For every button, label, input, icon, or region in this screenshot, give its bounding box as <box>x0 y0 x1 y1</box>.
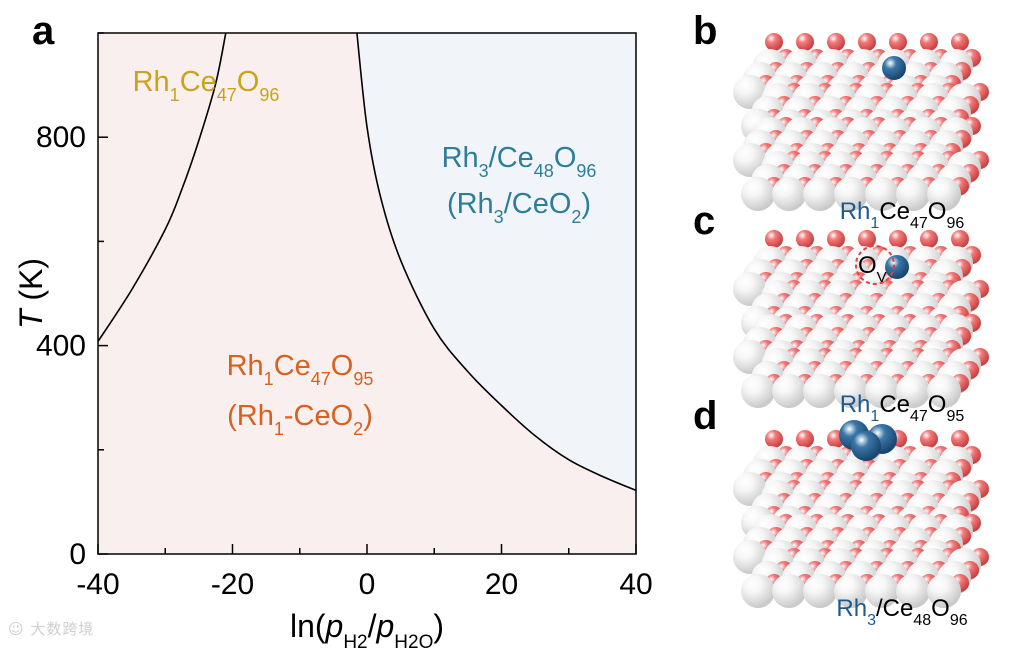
o-atom <box>765 430 783 448</box>
o-atom <box>920 430 938 448</box>
x-tick-label: -40 <box>76 568 119 601</box>
rh-atom <box>882 56 906 80</box>
panel-b: b Rh1Ce47O96 <box>693 9 989 232</box>
panel-label-b: b <box>693 9 717 53</box>
x-tick-label: 20 <box>485 568 518 601</box>
ce-atom <box>772 177 806 211</box>
o-atom <box>765 33 783 51</box>
watermark-logo-icon: ☺ <box>8 620 25 638</box>
rh-atom <box>851 431 881 461</box>
phase-boundary-left <box>97 32 227 342</box>
o-atom <box>796 33 814 51</box>
watermark: ☺ 大数跨境 <box>8 618 94 639</box>
ceo2-slab <box>733 430 989 608</box>
ce-atom <box>865 574 899 608</box>
ce-atom <box>927 374 961 408</box>
region-label: (Rh1-CeO2) <box>227 400 373 439</box>
ce-atom <box>741 374 775 408</box>
region-rh3-ce48o96 <box>356 33 636 491</box>
ce-atom <box>772 374 806 408</box>
region-label: (Rh3/CeO2) <box>447 188 591 227</box>
ce-atom <box>803 177 837 211</box>
panel-caption: Rh1Ce47O96 <box>840 198 965 232</box>
ce-atom <box>834 574 868 608</box>
ce-atom <box>772 574 806 608</box>
y-axis-label: T (K) <box>13 258 49 329</box>
o-atom <box>889 230 907 248</box>
o-atom <box>796 230 814 248</box>
region-label: Rh1Ce47O96 <box>133 66 280 105</box>
panel-label-c: c <box>693 199 715 243</box>
o-atom <box>951 33 969 51</box>
ce-atom <box>803 374 837 408</box>
x-axis-label: ln(pH2/pH2O) <box>290 608 444 648</box>
ce-atom <box>927 574 961 608</box>
o-atom <box>951 430 969 448</box>
y-axis-ticks: 0 400 800 <box>36 32 108 571</box>
panel-label-a: a <box>32 9 55 53</box>
region-label: Rh3/Ce48O96 <box>442 142 597 181</box>
x-tick-label: -20 <box>211 568 254 601</box>
region-label: Rh1Ce47O95 <box>227 350 374 389</box>
ce-atom <box>865 374 899 408</box>
ce-atom <box>865 177 899 211</box>
panel-label-d: d <box>693 394 717 438</box>
o-atom <box>889 33 907 51</box>
o-atom <box>765 230 783 248</box>
ce-atom <box>803 574 837 608</box>
o-atom <box>920 33 938 51</box>
ce-atom <box>927 177 961 211</box>
x-axis-ticks: -40 -20 0 20 40 <box>76 544 653 601</box>
ceo2-slab <box>733 33 989 211</box>
o-atom <box>920 230 938 248</box>
o-atom <box>858 230 876 248</box>
rh-atom <box>885 255 909 279</box>
x-tick-label: 0 <box>359 568 376 601</box>
oxygen-vacancy-marker <box>855 245 895 285</box>
o-atom <box>827 33 845 51</box>
phase-diagram-plot: -40 -20 0 20 40 0 400 800 Rh1Ce47O96 Rh1Ce47O95… <box>36 32 653 601</box>
y-tick-label: 0 <box>69 538 86 571</box>
panel-caption: Rh3/Ce48O96 <box>836 595 967 629</box>
region-labels: Rh1Ce47O96 Rh1Ce47O95 (Rh1-CeO2) Rh3/Ce48O9… <box>133 66 597 439</box>
ce-atom <box>896 574 930 608</box>
ce-atom <box>741 574 775 608</box>
x-tick-label: 40 <box>619 568 652 601</box>
ce-atom <box>896 374 930 408</box>
ceo2-slab <box>733 230 989 408</box>
o-atom <box>858 33 876 51</box>
o-atom <box>827 230 845 248</box>
vacancy-label: OV <box>858 252 887 286</box>
ce-atom <box>896 177 930 211</box>
watermark-text: 大数跨境 <box>30 620 95 638</box>
y-tick-label: 800 <box>36 121 86 154</box>
panel-c: c OV Rh1Ce47O95 <box>693 199 989 425</box>
ce-atom <box>834 177 868 211</box>
panel-caption: Rh1Ce47O95 <box>840 391 965 425</box>
ce-atom <box>834 374 868 408</box>
panel-d: d Rh3/Ce48O96 <box>693 394 989 629</box>
o-atom <box>796 430 814 448</box>
o-atom <box>951 230 969 248</box>
phase-boundary-right <box>356 32 637 492</box>
ce-atom <box>741 177 775 211</box>
y-tick-label: 400 <box>36 330 86 363</box>
structure-panels: b Rh1Ce47O96 c OV Rh1Ce47O95 d Rh3/Ce48O96 <box>693 9 989 629</box>
